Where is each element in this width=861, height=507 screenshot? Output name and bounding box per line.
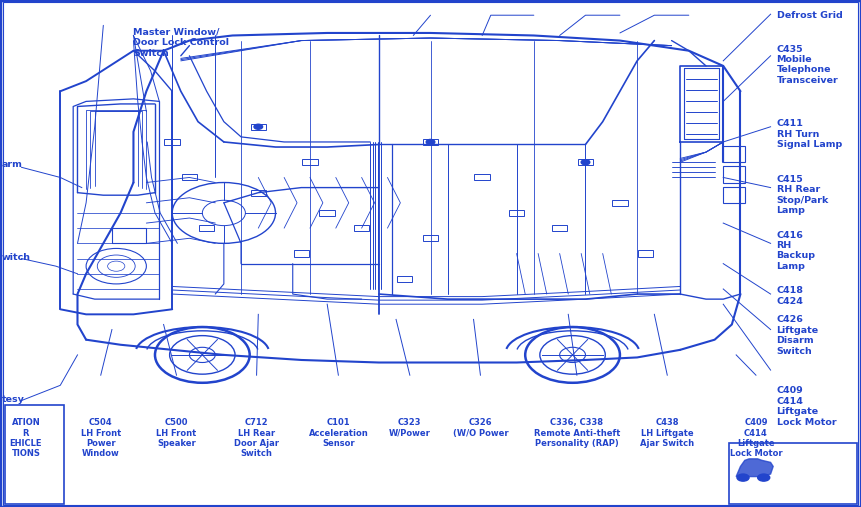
Bar [294,250,309,257]
Bar [423,235,438,241]
Bar [251,190,266,196]
Bar [638,250,653,257]
Text: C415
RH Rear
Stop/Park
Lamp: C415 RH Rear Stop/Park Lamp [777,175,829,215]
Text: C336, C338
Remote Anti-theft
Personality (RAP): C336, C338 Remote Anti-theft Personality… [534,418,620,448]
Text: tesy: tesy [2,395,25,405]
Bar [612,200,628,206]
Bar [723,187,745,203]
Text: C418
C424: C418 C424 [777,286,803,306]
Bar [723,146,745,162]
Bar [354,225,369,231]
Bar [164,139,180,145]
Text: C409
C414
Liftgate
Lock Motor: C409 C414 Liftgate Lock Motor [729,418,783,458]
Circle shape [737,474,749,481]
Bar [182,174,197,180]
Text: C416
RH
Backup
Lamp: C416 RH Backup Lamp [777,231,815,271]
Polygon shape [736,459,773,477]
Text: C500
LH Front
Speaker: C500 LH Front Speaker [157,418,196,448]
Bar [319,210,335,216]
Circle shape [758,474,770,481]
Text: Master Window/
Door Lock Control
Switch: Master Window/ Door Lock Control Switch [133,28,229,58]
Circle shape [426,139,435,144]
Circle shape [254,124,263,129]
Text: C326
(W/O Power: C326 (W/O Power [453,418,508,438]
Text: C438
LH Liftgate
Ajar Switch: C438 LH Liftgate Ajar Switch [641,418,694,448]
Bar [729,443,857,504]
Bar [199,225,214,231]
Text: arm: arm [2,160,22,169]
Bar [474,174,490,180]
Bar [397,276,412,282]
Bar [5,405,64,504]
Bar [509,210,524,216]
Circle shape [581,160,590,165]
Text: C712
LH Rear
Door Ajar
Switch: C712 LH Rear Door Ajar Switch [234,418,279,458]
Bar [578,159,593,165]
Text: C411
RH Turn
Signal Lamp: C411 RH Turn Signal Lamp [777,119,842,149]
Text: C426
Liftgate
Disarm
Switch: C426 Liftgate Disarm Switch [777,315,819,355]
Bar [423,139,438,145]
Bar [723,166,745,183]
Bar [302,159,318,165]
Text: C435
Mobile
Telephone
Transceiver: C435 Mobile Telephone Transceiver [777,45,839,85]
Text: Defrost Grid: Defrost Grid [777,11,842,20]
Text: C409
C414
Liftgate
Lock Motor: C409 C414 Liftgate Lock Motor [777,386,836,426]
Bar [251,124,266,130]
Text: C101
Acceleration
Sensor: C101 Acceleration Sensor [308,418,369,448]
Text: ATION
R
EHICLE
TIONS: ATION R EHICLE TIONS [9,418,42,458]
Text: C504
LH Front
Power
Window: C504 LH Front Power Window [81,418,121,458]
Text: witch: witch [2,254,31,263]
Text: C323
W/Power: C323 W/Power [389,418,430,438]
Bar [552,225,567,231]
